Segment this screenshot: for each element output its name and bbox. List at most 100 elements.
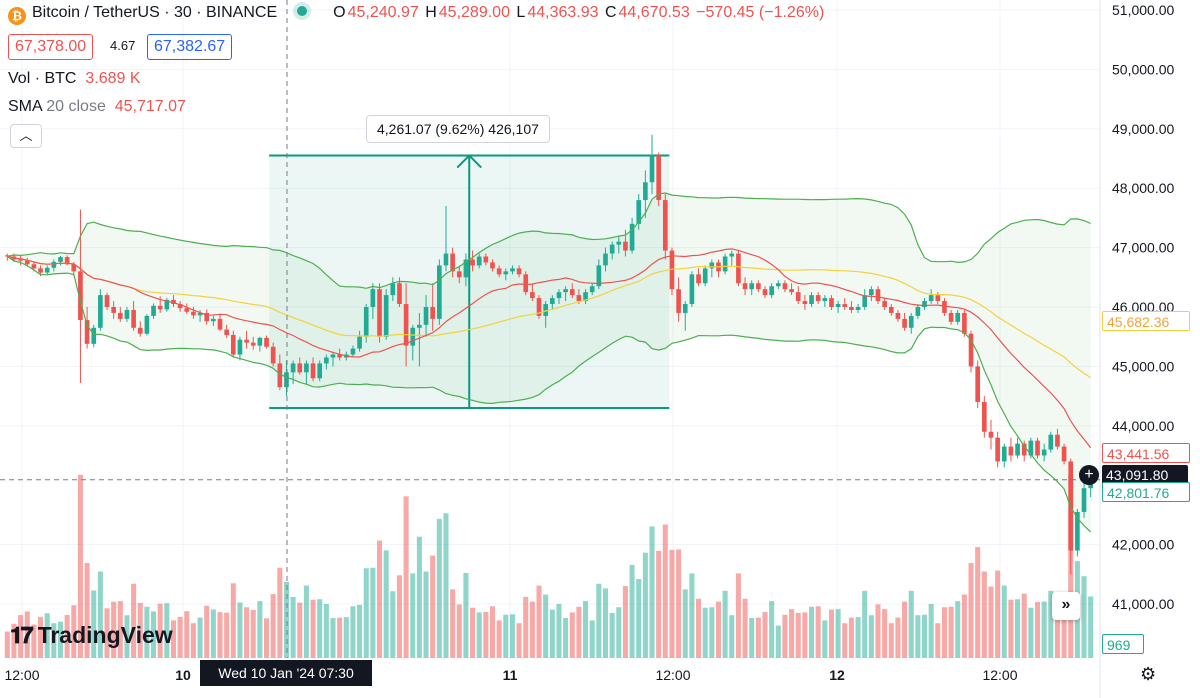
buy-price-button[interactable]: 67,382.67 bbox=[147, 34, 233, 60]
volume-bar bbox=[556, 603, 562, 658]
candle-body bbox=[64, 257, 70, 265]
symbol-title: Bitcoin / TetherUS · 30 · BINANCE bbox=[32, 4, 278, 21]
candle-body bbox=[171, 299, 176, 305]
candle-body bbox=[423, 307, 429, 325]
volume-bar bbox=[935, 623, 941, 658]
candle-body bbox=[530, 292, 535, 299]
volume-legend[interactable]: Vol · BTC 3.689 K bbox=[8, 70, 141, 87]
volume-bar bbox=[888, 623, 894, 658]
sell-price-button[interactable]: 67,378.00 bbox=[8, 34, 94, 60]
candle-body bbox=[662, 200, 668, 251]
volume-bar bbox=[1061, 599, 1067, 658]
volume-bar bbox=[749, 618, 755, 658]
volume-bar bbox=[735, 573, 741, 658]
candle-body bbox=[862, 295, 868, 307]
price-tick-label: 49,000.00 bbox=[1112, 121, 1174, 137]
volume-bar bbox=[676, 549, 682, 658]
volume-bar bbox=[237, 602, 243, 658]
volume-bar bbox=[91, 590, 97, 658]
volume-bar bbox=[270, 594, 276, 658]
volume-bar bbox=[38, 616, 44, 658]
candle-body bbox=[1001, 446, 1007, 462]
candle-body bbox=[44, 267, 50, 273]
volume-bar bbox=[902, 601, 908, 658]
candle-body bbox=[576, 295, 582, 302]
volume-bar bbox=[941, 607, 947, 658]
volume-bar bbox=[583, 601, 589, 658]
candle-body bbox=[523, 274, 529, 293]
candle-body bbox=[71, 264, 77, 272]
volume-bar bbox=[669, 549, 675, 658]
price-tick-label: 41,000.00 bbox=[1112, 596, 1174, 612]
volume-bar bbox=[303, 585, 309, 658]
scroll-to-realtime-button[interactable]: » bbox=[1052, 592, 1080, 620]
candle-body bbox=[91, 327, 97, 344]
candle-body bbox=[549, 298, 555, 305]
price-tick-label: 48,000.00 bbox=[1112, 180, 1174, 196]
candle-body bbox=[476, 256, 482, 266]
volume-bar bbox=[4, 631, 10, 658]
volume-bar bbox=[1081, 576, 1087, 658]
price-axis[interactable]: 51,000.00 50,000.00 49,000.00 48,000.00 47,0… bbox=[1112, 2, 1174, 612]
candle-body bbox=[38, 268, 43, 273]
indicator-lines bbox=[6, 192, 1092, 533]
tradingview-logo[interactable]: 𝟏𝟕 TradingView bbox=[10, 622, 173, 648]
candle-body bbox=[1061, 446, 1067, 462]
candle-body bbox=[410, 327, 416, 346]
candle-body bbox=[643, 182, 648, 201]
candle-body bbox=[211, 318, 216, 322]
candle-body bbox=[802, 301, 808, 305]
volume-bar bbox=[795, 612, 801, 658]
price-range-measure[interactable] bbox=[269, 154, 670, 409]
volume-bar bbox=[769, 601, 775, 658]
sma-legend[interactable]: SMA 20 close 45,717.07 bbox=[8, 98, 186, 115]
chart-grid bbox=[0, 0, 1101, 698]
candle-body bbox=[1075, 511, 1080, 551]
symbol-legend[interactable]: ₿ Bitcoin / TetherUS · 30 · BINANCE O 45,24… bbox=[8, 4, 826, 25]
volume-bar bbox=[423, 571, 429, 658]
volume-bar bbox=[1008, 599, 1014, 658]
candle-body bbox=[1015, 443, 1020, 456]
candle-body bbox=[217, 318, 223, 330]
volume-bar bbox=[702, 607, 708, 658]
candle-body bbox=[709, 262, 715, 269]
volume-bar bbox=[955, 601, 961, 658]
price-tick-label: 51,000.00 bbox=[1112, 2, 1174, 18]
volume-bar bbox=[323, 603, 329, 658]
volume-bar bbox=[563, 618, 569, 658]
candle-body bbox=[536, 298, 542, 316]
volume-bar bbox=[1001, 585, 1007, 658]
candle-body bbox=[1041, 449, 1047, 456]
candle-body bbox=[849, 307, 854, 310]
candle-body bbox=[310, 363, 316, 379]
candle-body bbox=[682, 304, 688, 313]
candle-body bbox=[1035, 440, 1040, 456]
add-alert-plus-icon[interactable]: + bbox=[1079, 465, 1099, 485]
time-axis[interactable]: 12:00 10 11 12:00 12 12:00 bbox=[4, 667, 1017, 683]
volume-bar bbox=[410, 573, 416, 658]
current-price-tag: 43,091.80 bbox=[1102, 465, 1188, 485]
candle-body bbox=[629, 223, 635, 251]
volume-bar bbox=[1028, 607, 1034, 658]
candle-body bbox=[290, 363, 296, 373]
candle-body bbox=[483, 256, 489, 263]
volume-bar bbox=[363, 568, 369, 658]
crosshair-date-label: Wed 10 Jan '24 07:30 bbox=[200, 660, 372, 686]
candle-body bbox=[596, 265, 602, 287]
volume-bar bbox=[456, 604, 462, 658]
settings-gear-icon[interactable]: ⚙ bbox=[1140, 664, 1157, 684]
volume-tag: 969 bbox=[1102, 634, 1144, 654]
volume-bar bbox=[244, 607, 250, 658]
candle-body bbox=[111, 307, 116, 313]
collapse-legend-button[interactable]: ︿ bbox=[10, 124, 42, 148]
volume-bar bbox=[961, 594, 967, 658]
volume-bar bbox=[124, 615, 130, 658]
candle-body bbox=[1021, 443, 1027, 456]
volume-bar bbox=[436, 518, 442, 658]
volume-bar bbox=[463, 572, 469, 658]
volume-bar bbox=[828, 609, 834, 658]
volume-bar bbox=[283, 581, 289, 658]
volume-bar bbox=[895, 617, 901, 658]
time-tick-label: 12:00 bbox=[982, 667, 1017, 683]
